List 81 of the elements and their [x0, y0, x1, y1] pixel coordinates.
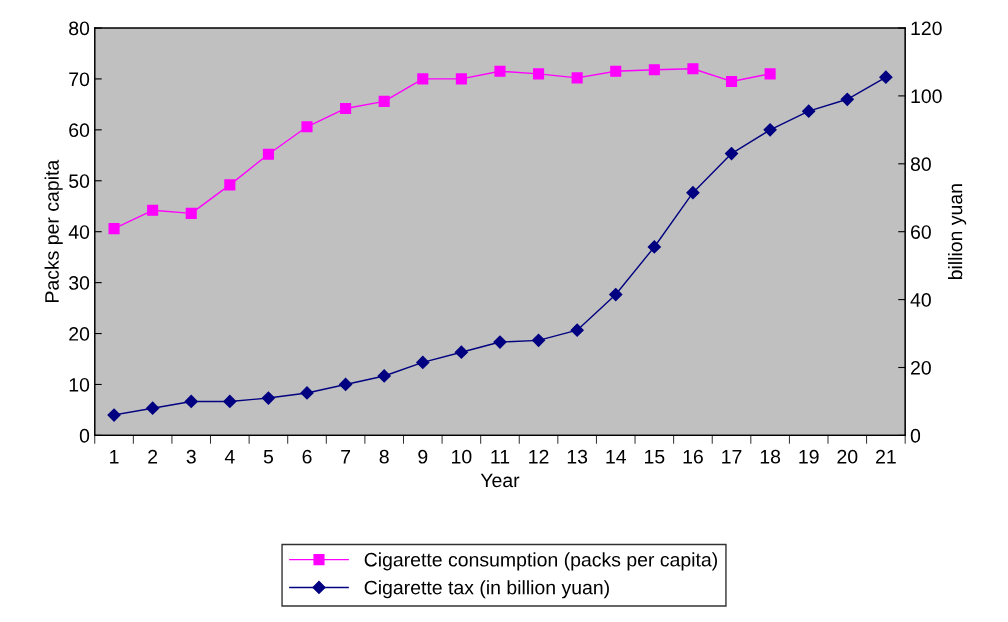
point [417, 73, 429, 85]
point [494, 65, 506, 77]
point [725, 75, 738, 88]
point [108, 223, 120, 235]
y-axis-title: Packs per capita [44, 159, 63, 302]
x-tick-label: 6 [302, 449, 312, 464]
y2-tick-label: 100 [911, 89, 942, 104]
point [223, 394, 237, 409]
y2-tick-label: 40 [910, 293, 931, 307]
x-tick-label: 16 [683, 449, 703, 464]
x-tick-label: 5 [263, 450, 274, 464]
point [262, 148, 274, 160]
y-tick-label: 10 [69, 377, 90, 392]
point [648, 64, 660, 76]
legend-label: Cigarette tax (in billion yuan) [364, 580, 609, 599]
point [300, 386, 314, 400]
point [184, 394, 198, 409]
point [571, 72, 583, 84]
point [724, 147, 739, 161]
x-tick-label: 10 [452, 449, 472, 464]
x-tick-label: 15 [645, 450, 665, 464]
y2-axis-title: billion yuan [948, 184, 967, 280]
y-tick-label: 70 [69, 72, 90, 87]
y-tick-label: 0 [79, 428, 90, 443]
point [763, 123, 777, 137]
y2-tick-label: 20 [911, 360, 931, 375]
x-tick-label: 11 [491, 450, 510, 464]
point [147, 204, 159, 216]
y2-tick-label: 0 [910, 428, 921, 443]
point [610, 65, 622, 77]
y-tick-label: 60 [69, 123, 90, 138]
point [493, 335, 507, 349]
point [686, 186, 700, 200]
point [609, 287, 623, 302]
x-tick-label: 3 [186, 449, 196, 464]
y-tick-label: 40 [68, 225, 90, 239]
y2-tick-label: 60 [911, 225, 931, 239]
point [377, 369, 391, 383]
point [840, 92, 854, 106]
x-tick-label: 20 [837, 449, 858, 464]
point [339, 377, 353, 392]
x-tick-label: 18 [760, 449, 781, 464]
point [224, 179, 236, 191]
point [416, 355, 430, 369]
point [764, 68, 776, 80]
x-tick-label: 21 [876, 449, 896, 464]
point [570, 323, 584, 337]
x-tick-label: 12 [529, 449, 549, 464]
x-tick-label: 13 [567, 449, 588, 464]
point [301, 121, 313, 133]
point [687, 63, 699, 75]
point [185, 207, 197, 219]
point [454, 345, 468, 359]
point [879, 70, 893, 84]
point [531, 333, 546, 347]
point [533, 68, 545, 80]
point [107, 408, 121, 422]
y2-tick-label: 120 [911, 21, 942, 36]
y-tick-label: 80 [69, 21, 90, 36]
y2-tick-label: 80 [910, 157, 931, 172]
point [455, 73, 467, 85]
x-tick-label: 9 [418, 449, 428, 464]
x-axis-title: Year [480, 473, 520, 488]
y-tick-label: 20 [69, 327, 90, 341]
x-tick-label: 19 [799, 449, 819, 464]
point [378, 95, 390, 107]
x-tick-label: 8 [379, 449, 389, 464]
legend-label: Cigarette consumption (packs per capita) [364, 552, 717, 571]
y-tick-label: 50 [69, 174, 90, 189]
x-tick-label: 14 [606, 450, 626, 464]
point [146, 401, 160, 415]
x-tick-label: 4 [224, 450, 235, 464]
point [802, 104, 816, 118]
x-tick-label: 2 [148, 449, 158, 464]
y-tick-label: 30 [69, 276, 90, 290]
x-tick-label: 17 [722, 450, 742, 464]
x-tick-label: 7 [341, 450, 351, 464]
point [647, 240, 661, 254]
x-tick-label: 1 [110, 450, 119, 464]
point [340, 102, 352, 115]
point [261, 391, 276, 405]
